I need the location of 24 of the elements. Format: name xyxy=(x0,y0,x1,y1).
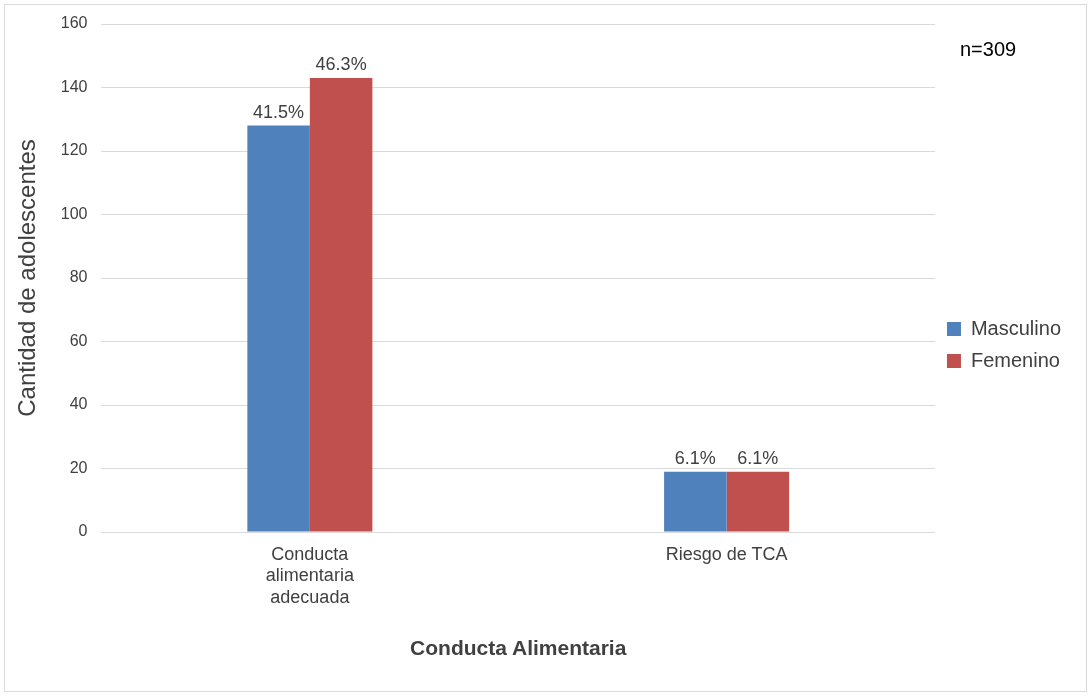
y-tick-label: 80 xyxy=(69,268,88,286)
x-tick-label: Riesgo de TCA xyxy=(665,543,788,564)
text: n=309 xyxy=(960,37,1017,60)
y-tick-label: 20 xyxy=(69,458,88,476)
y-tick-label: 100 xyxy=(60,204,88,222)
y-tick-label: 60 xyxy=(69,331,88,349)
legend-label: Femenino xyxy=(970,348,1060,371)
y-axis-title: Cantidad de adolescentes xyxy=(13,139,41,417)
x-axis-title: Conducta Alimentaria xyxy=(410,636,627,660)
annotation: 46.3% xyxy=(315,53,367,74)
annotation: 41.5% xyxy=(253,101,305,122)
y-tick-label: 40 xyxy=(69,395,88,413)
y-tick-label: 160 xyxy=(60,14,88,32)
bar xyxy=(664,471,727,532)
annotation: 6.1% xyxy=(674,447,716,468)
y-tick-label: 0 xyxy=(78,522,88,540)
legend-label: Masculino xyxy=(970,316,1062,339)
annotation: 6.1% xyxy=(737,447,779,468)
bar xyxy=(726,471,790,532)
bar xyxy=(309,77,373,532)
bar xyxy=(247,125,310,532)
y-tick-label: 120 xyxy=(60,141,88,159)
x-tick-label: Conducta alimentaria adecuada xyxy=(265,543,355,607)
y-tick-label: 140 xyxy=(60,77,88,95)
